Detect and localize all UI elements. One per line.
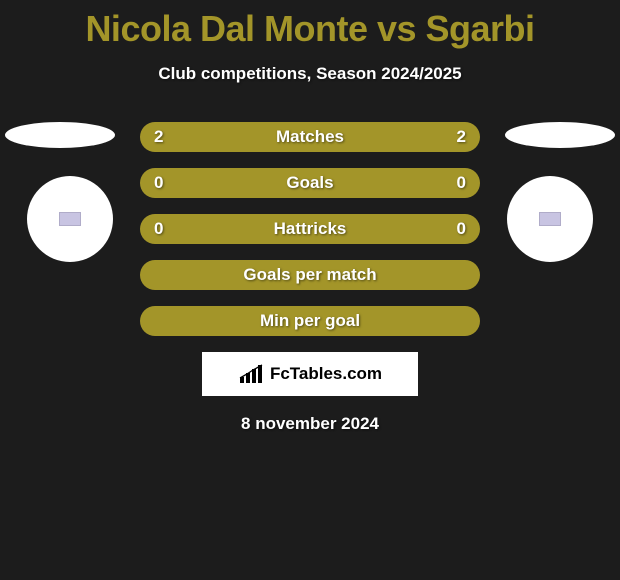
stat-label: Hattricks [140,214,480,244]
stat-bars: 2 Matches 2 0 Goals 0 0 Hattricks 0 Goal… [140,122,480,336]
stat-label: Goals [140,168,480,198]
date-text: 8 november 2024 [0,414,620,434]
stat-right-value: 0 [457,168,466,198]
stat-label: Goals per match [140,260,480,290]
stat-row-goals: 0 Goals 0 [140,168,480,198]
stat-row-min-per-goal: Min per goal [140,306,480,336]
placeholder-icon [59,212,81,226]
brand-text: FcTables.com [270,364,382,384]
brand-box: FcTables.com [202,352,418,396]
player-right-badge [507,176,593,262]
stat-row-hattricks: 0 Hattricks 0 [140,214,480,244]
subtitle: Club competitions, Season 2024/2025 [0,64,620,84]
placeholder-icon [539,212,561,226]
stat-row-goals-per-match: Goals per match [140,260,480,290]
stat-row-matches: 2 Matches 2 [140,122,480,152]
player-left-badge [27,176,113,262]
stat-label: Matches [140,122,480,152]
page-title: Nicola Dal Monte vs Sgarbi [0,0,620,50]
player-right-flag [505,122,615,148]
player-left-flag [5,122,115,148]
comparison-stage: 2 Matches 2 0 Goals 0 0 Hattricks 0 Goal… [0,122,620,434]
brand-bars-icon [238,363,266,385]
stat-right-value: 2 [457,122,466,152]
stat-label: Min per goal [140,306,480,336]
stat-right-value: 0 [457,214,466,244]
